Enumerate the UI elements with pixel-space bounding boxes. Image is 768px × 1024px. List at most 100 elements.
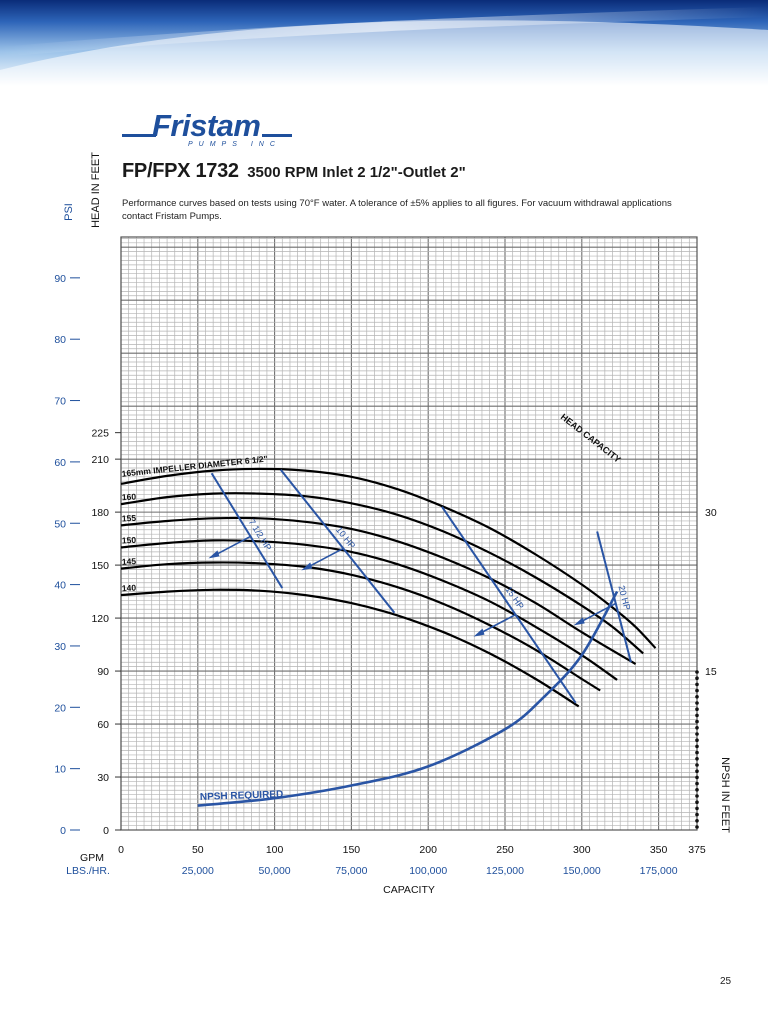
head-axis-tick-label: 210: [91, 454, 109, 466]
psi-axis-tick-label: 90: [54, 273, 66, 285]
head-axis-tick-label: 0: [103, 825, 109, 837]
description-line: contact Fristam Pumps.: [122, 211, 222, 222]
power-line: [210, 472, 284, 589]
npsh-axis-dot: [695, 781, 699, 786]
page-number: 25: [720, 976, 732, 987]
npsh-axis-dot: [695, 707, 699, 711]
head-axis-tick-label: 30: [97, 772, 109, 784]
head-curve: [120, 492, 644, 655]
power-line-arrow: [304, 547, 344, 570]
npsh-axis-dot: [695, 750, 699, 755]
npsh-axis-dot: [695, 719, 699, 724]
head-curve: [120, 561, 601, 692]
power-line-label: 20 HP: [616, 584, 632, 611]
power-line-label: 15 HP: [503, 585, 525, 611]
page-title: FP/FPX 1732 3500 RPM Inlet 2 1/2"-Outlet…: [122, 160, 466, 183]
x-axis-tick-label: 375: [688, 844, 706, 856]
head-curve-label: 165mm IMPELLER DIAMETER 6 1/2": [121, 454, 268, 479]
head-curve: [120, 539, 618, 681]
head-curves: 165mm IMPELLER DIAMETER 6 1/2" 160 155 150 1…: [120, 454, 657, 708]
x-axis-secondary-tick-label: 50,000: [259, 865, 291, 877]
npsh-axis-dot: [695, 825, 699, 829]
head-curve: [120, 467, 657, 649]
npsh-axis-dot: [695, 788, 699, 792]
x-axis-secondary-unit-label: LBS./HR.: [66, 865, 110, 877]
npsh-axis-tick-label: 30: [705, 507, 717, 519]
psi-axis-title: PSI: [63, 203, 75, 221]
psi-axis-tick-label: 60: [54, 457, 66, 469]
head-curve-label: 150: [122, 535, 137, 546]
x-axis-secondary-tick-label: 125,000: [486, 865, 524, 877]
x-axis-tick-label: 200: [419, 844, 437, 856]
x-axis-secondary-tick-label: 150,000: [563, 865, 601, 877]
power-line-arrowhead: [301, 562, 313, 571]
head-axis-tick-label: 180: [91, 507, 109, 519]
npsh-axis-dot: [695, 670, 699, 674]
npsh-axis-dot: [695, 775, 699, 780]
power-line: [279, 469, 396, 614]
npsh-curve: [197, 590, 619, 807]
x-axis-tick-label: 100: [266, 844, 284, 856]
psi-axis-tick-label: 0: [60, 825, 66, 837]
logo-wordmark: Fristam: [152, 108, 261, 143]
npsh-axis-dot: [695, 800, 699, 804]
x-axis-tick-label: 150: [343, 844, 361, 856]
head-axis-tick-label: 90: [97, 666, 109, 678]
npsh-axis-dot: [695, 794, 699, 798]
x-axis-tick-label: 250: [496, 844, 514, 856]
x-axis-tick-label: 300: [573, 844, 591, 856]
psi-axis-tick-label: 10: [54, 764, 66, 776]
description: Performance curves based on tests using …: [122, 197, 692, 223]
npsh-axis-dot: [695, 688, 699, 693]
npsh-axis-dot: [695, 726, 699, 730]
npsh-axis-dot: [695, 806, 699, 811]
psi-axis-tick-label: 50: [54, 518, 66, 530]
npsh-axis-title: NPSH IN FEET: [719, 757, 731, 833]
x-axis-tick-label: 50: [192, 844, 204, 856]
brand-logo: Fristam PUMPS INC: [122, 108, 292, 150]
x-axis-tick-label: 0: [118, 844, 124, 856]
psi-axis-tick-label: 20: [54, 702, 66, 714]
logo-subtext: PUMPS INC: [188, 141, 281, 148]
npsh-axis-dot: [695, 695, 699, 699]
npsh-axis-dot: [695, 819, 699, 823]
head-axis-tick-label: 150: [91, 560, 109, 572]
x-axis-secondary-tick-label: 100,000: [409, 865, 447, 877]
npsh-axis-dot: [695, 738, 699, 742]
logo-bar-right: [262, 134, 292, 137]
x-axis-title: CAPACITY: [383, 884, 435, 896]
npsh-axis-dot: [695, 763, 699, 767]
x-axis-secondary-tick-label: 75,000: [335, 865, 367, 877]
plot-border: [120, 236, 698, 831]
power-line-arrowhead: [573, 617, 585, 626]
npsh-axis-dot: [695, 732, 699, 736]
logo-bar-left: [122, 134, 156, 137]
x-axis-secondary-tick-label: 175,000: [640, 865, 678, 877]
model-spec: 3500 RPM Inlet 2 1/2"-Outlet 2": [247, 164, 466, 181]
head-axis-tick-label: 225: [91, 428, 109, 440]
npsh-axis-dot: [695, 769, 699, 773]
power-line-arrowhead: [208, 550, 220, 559]
npsh-axis-dot: [695, 757, 699, 761]
head-curve-label: 140: [122, 582, 137, 593]
npsh-axis-dot: [695, 812, 699, 817]
head-curve-label: 160: [122, 492, 137, 503]
psi-axis-tick-label: 80: [54, 334, 66, 346]
head-curve-label: 155: [122, 513, 137, 524]
npsh-axis-dot: [695, 676, 699, 680]
head-curve: [120, 516, 637, 665]
description-line: Performance curves based on tests using …: [122, 198, 672, 209]
chart-grid: [120, 236, 698, 831]
x-axis-tick-label: 350: [650, 844, 668, 856]
head-axis-tick-label: 60: [97, 719, 109, 731]
psi-axis-tick-label: 70: [54, 396, 66, 408]
head-axis-title: HEAD IN FEET: [90, 152, 102, 228]
x-axis-unit-label: GPM: [80, 852, 104, 864]
header-banner: [0, 0, 768, 86]
power-line-arrow: [212, 535, 251, 558]
npsh-axis-tick-label: 15: [705, 666, 717, 678]
head-curve: [120, 588, 580, 708]
model-name: FP/FPX 1732: [122, 160, 239, 182]
power-line-arrowhead: [473, 628, 485, 637]
x-axis-secondary-tick-label: 25,000: [182, 865, 214, 877]
